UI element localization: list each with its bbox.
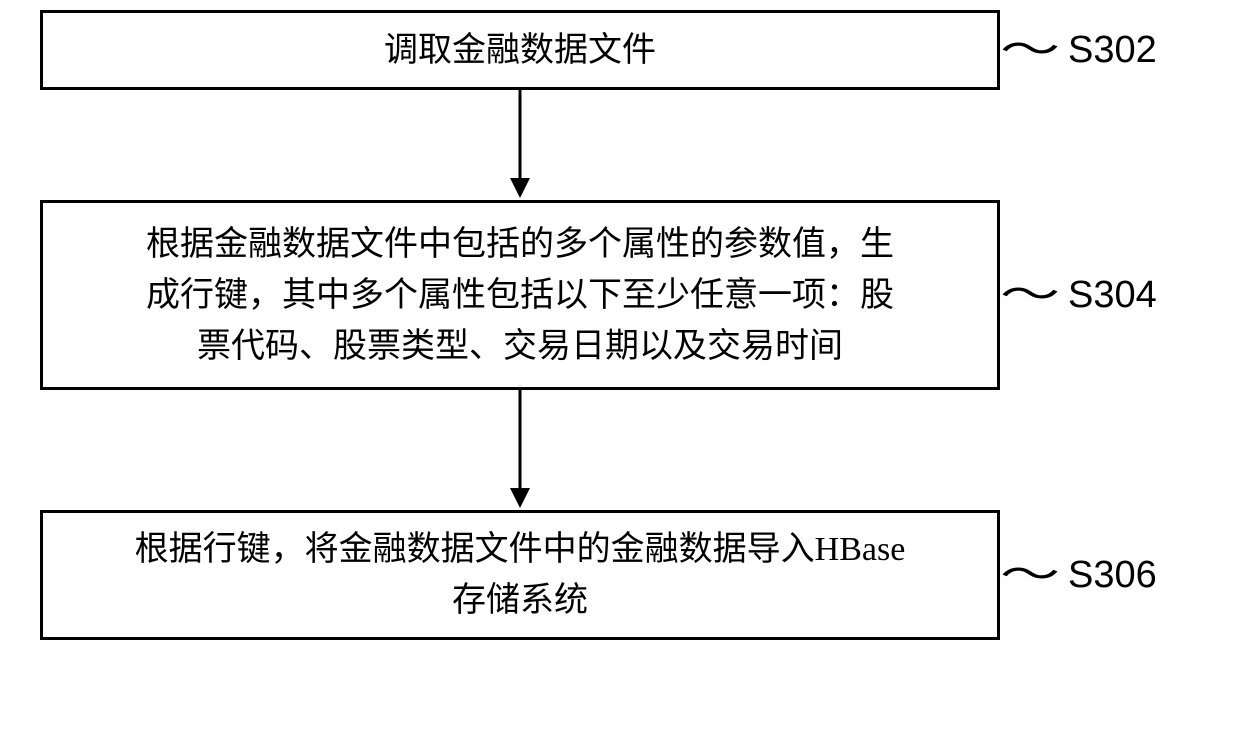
tilde-icon: 〜 <box>1000 275 1060 315</box>
label-s306: S306 <box>1068 554 1157 597</box>
arrow-1 <box>40 90 1000 200</box>
connector-s302: 〜 <box>1010 30 1050 70</box>
step-row-s306: 根据行键，将金融数据文件中的金融数据导入HBase 存储系统 〜 S306 <box>40 510 1200 640</box>
box-s302: 调取金融数据文件 <box>40 10 1000 90</box>
connector-s304: 〜 <box>1010 275 1050 315</box>
label-s302: S302 <box>1068 29 1157 72</box>
box-text-s306-l1: 根据行键，将金融数据文件中的金融数据导入HBase <box>135 524 906 575</box>
arrow-down-icon <box>500 90 540 200</box>
box-s306: 根据行键，将金融数据文件中的金融数据导入HBase 存储系统 <box>40 510 1000 640</box>
arrow-2 <box>40 390 1000 510</box>
label-s304: S304 <box>1068 274 1157 317</box>
arrow-down-icon <box>500 390 540 510</box>
flowchart-container: 调取金融数据文件 〜 S302 根据金融数据文件中包括的多个属性的参数值，生 成… <box>40 10 1200 640</box>
box-text-s306-l2: 存储系统 <box>452 575 588 626</box>
connector-s306: 〜 <box>1010 555 1050 595</box>
step-row-s302: 调取金融数据文件 〜 S302 <box>40 10 1200 90</box>
box-s304: 根据金融数据文件中包括的多个属性的参数值，生 成行键，其中多个属性包括以下至少任… <box>40 200 1000 390</box>
box-text-s304-l2: 成行键，其中多个属性包括以下至少任意一项：股 <box>146 270 894 321</box>
step-row-s304: 根据金融数据文件中包括的多个属性的参数值，生 成行键，其中多个属性包括以下至少任… <box>40 200 1200 390</box>
box-text-s304-l1: 根据金融数据文件中包括的多个属性的参数值，生 <box>146 219 894 270</box>
tilde-icon: 〜 <box>1000 555 1060 595</box>
box-text-s302: 调取金融数据文件 <box>384 25 656 76</box>
box-text-s304-l3: 票代码、股票类型、交易日期以及交易时间 <box>197 321 843 372</box>
tilde-icon: 〜 <box>1000 30 1060 70</box>
